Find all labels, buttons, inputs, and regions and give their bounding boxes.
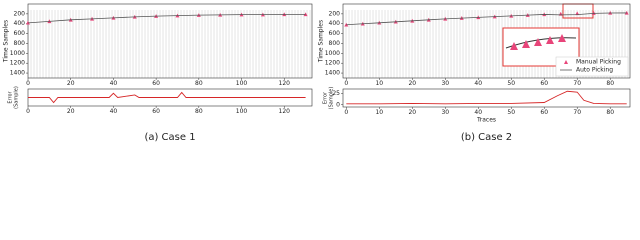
y-tick-label: 400 xyxy=(14,20,26,27)
y-tick-label: 600 xyxy=(329,30,341,37)
y-axis-label: (Sample) xyxy=(329,87,335,110)
x-tick-label: 60 xyxy=(540,109,548,116)
y-axis-label: Error xyxy=(8,90,14,103)
x-tick-label: 100 xyxy=(236,108,248,115)
x-tick-label: 0 xyxy=(26,108,30,115)
auto-pick-line xyxy=(27,13,306,24)
x-tick-label: 0 xyxy=(26,80,30,87)
legend-label: Auto Picking xyxy=(576,67,613,74)
plot-frame xyxy=(342,88,631,108)
y-tick-label: 800 xyxy=(329,40,341,47)
x-tick-label: 40 xyxy=(474,109,482,116)
legend-marker xyxy=(564,60,568,64)
x-tick-label: 100 xyxy=(236,80,248,87)
x-tick-label: 40 xyxy=(474,80,482,87)
x-tick-label: 20 xyxy=(67,108,75,115)
caption: (b) Case 2 xyxy=(461,132,512,143)
legend-box xyxy=(555,56,629,77)
y-tick-label: 200 xyxy=(329,10,341,17)
x-tick-label: 20 xyxy=(408,109,416,116)
plot-frame xyxy=(27,3,313,79)
plot-frame xyxy=(342,3,631,79)
error-line xyxy=(28,91,306,104)
x-tick-label: 10 xyxy=(375,109,383,116)
x-tick-label: 70 xyxy=(573,80,581,87)
y-tick-label: 1400 xyxy=(325,70,340,77)
y-axis-label: Error xyxy=(323,91,329,104)
x-tick-label: 40 xyxy=(110,80,118,87)
x-tick-label: 70 xyxy=(573,109,581,116)
y-tick-label: 400 xyxy=(329,20,341,27)
y-tick-label: 1000 xyxy=(325,50,340,57)
x-axis-label: Traces xyxy=(476,117,496,124)
figure: 0 20 40 60 80 100 120200400600800100012001400T… xyxy=(3,3,631,143)
caption: (a) Case 1 xyxy=(144,132,195,143)
x-tick-label: 80 xyxy=(606,80,614,87)
x-tick-label: 20 xyxy=(408,80,416,87)
x-tick-label: 80 xyxy=(195,108,203,115)
y-axis-label: Time Samples xyxy=(3,20,10,63)
seismic-background xyxy=(28,10,312,78)
manual-pick xyxy=(624,10,629,15)
x-tick-label: 10 xyxy=(375,80,383,87)
y-tick-label: 1400 xyxy=(10,70,25,77)
x-tick-label: 50 xyxy=(507,80,515,87)
x-tick-label: 120 xyxy=(279,108,291,115)
x-tick-label: 50 xyxy=(507,109,515,116)
inset-markers xyxy=(510,34,566,50)
auto-pick-line xyxy=(346,12,627,26)
x-tick-label: 0 xyxy=(344,80,348,87)
y-tick-label: 1200 xyxy=(325,60,340,67)
y-tick-label: 1000 xyxy=(10,50,25,57)
manual-pick xyxy=(303,12,308,17)
x-tick-label: 60 xyxy=(540,80,548,87)
x-tick-label: 60 xyxy=(152,80,160,87)
y-tick-label: 1200 xyxy=(10,60,25,67)
y-tick-label: 25 xyxy=(332,90,340,97)
x-tick-label: 20 xyxy=(67,80,75,87)
y-tick-label: 200 xyxy=(14,10,26,17)
x-tick-label: 30 xyxy=(441,80,449,87)
error-line xyxy=(346,90,627,105)
x-tick-label: 40 xyxy=(110,108,118,115)
y-tick-label: 800 xyxy=(14,40,26,47)
x-tick-label: 30 xyxy=(441,109,449,116)
legend-label: Manual Picking xyxy=(576,59,621,66)
x-tick-label: 0 xyxy=(344,109,348,116)
x-tick-label: 80 xyxy=(606,109,614,116)
x-tick-label: 60 xyxy=(152,108,160,115)
y-tick-label: 600 xyxy=(14,30,26,37)
x-tick-label: 80 xyxy=(195,80,203,87)
y-axis-label: Time Samples xyxy=(318,20,325,63)
y-tick-label: 0 xyxy=(336,101,340,108)
y-axis-label: (Sample) xyxy=(14,86,20,109)
x-tick-label: 120 xyxy=(279,80,291,87)
